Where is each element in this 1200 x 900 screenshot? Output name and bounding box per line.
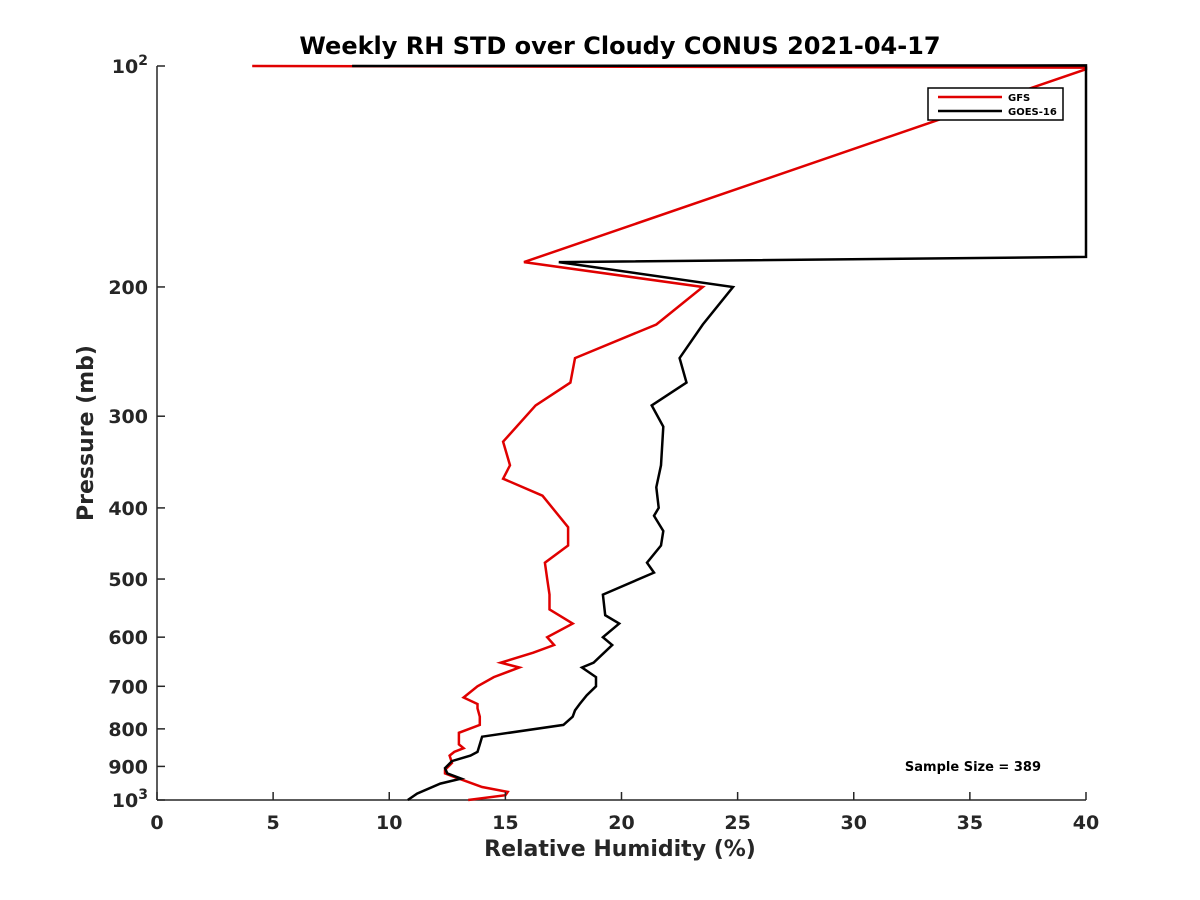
y-tick-label: 102 <box>112 53 148 78</box>
y-tick-label: 500 <box>108 569 148 591</box>
plot-area: 0 5 10 15 20 25 30 35 40 102 200 300 400 500 600 700 80… <box>108 53 1099 834</box>
x-tick-label: 20 <box>608 812 634 834</box>
series-line-gfs <box>252 64 1088 802</box>
y-axis-label: Pressure (mb) <box>74 345 99 521</box>
x-tick-label: 40 <box>1073 812 1099 834</box>
x-tick-label: 5 <box>267 812 280 834</box>
legend-label-gfs: GFS <box>1008 93 1030 104</box>
sample-size-annotation: Sample Size = 389 <box>905 760 1041 775</box>
y-tick-label: 400 <box>108 498 148 520</box>
legend-label-goes-16: GOES-16 <box>1008 107 1057 118</box>
legend-box <box>927 87 1064 121</box>
x-tick-label: 15 <box>492 812 518 834</box>
x-tick-label: 10 <box>376 812 402 834</box>
series-line-goes-16 <box>352 64 1088 802</box>
x-tick-label: 25 <box>724 812 750 834</box>
x-axis-label: Relative Humidity (%) <box>484 837 756 862</box>
y-tick-label: 103 <box>112 787 148 812</box>
y-tick-label: 200 <box>108 277 148 299</box>
y-tick-label: 800 <box>108 719 148 741</box>
y-axis-ticks: 102 200 300 400 500 600 700 800 900 103 <box>108 53 165 812</box>
x-tick-label: 35 <box>957 812 983 834</box>
y-tick-label: 700 <box>108 676 148 698</box>
x-tick-label: 30 <box>841 812 867 834</box>
legend: GFS GOES-16 <box>927 87 1064 121</box>
x-axis-ticks: 0 5 10 15 20 25 30 35 40 <box>150 792 1099 834</box>
x-tick-label: 0 <box>150 812 163 834</box>
y-tick-label: 600 <box>108 627 148 649</box>
y-tick-label: 300 <box>108 406 148 428</box>
y-tick-label: 900 <box>108 756 148 778</box>
series-layer <box>252 64 1088 802</box>
chart-title: Weekly RH STD over Cloudy CONUS 2021-04-… <box>299 32 940 60</box>
